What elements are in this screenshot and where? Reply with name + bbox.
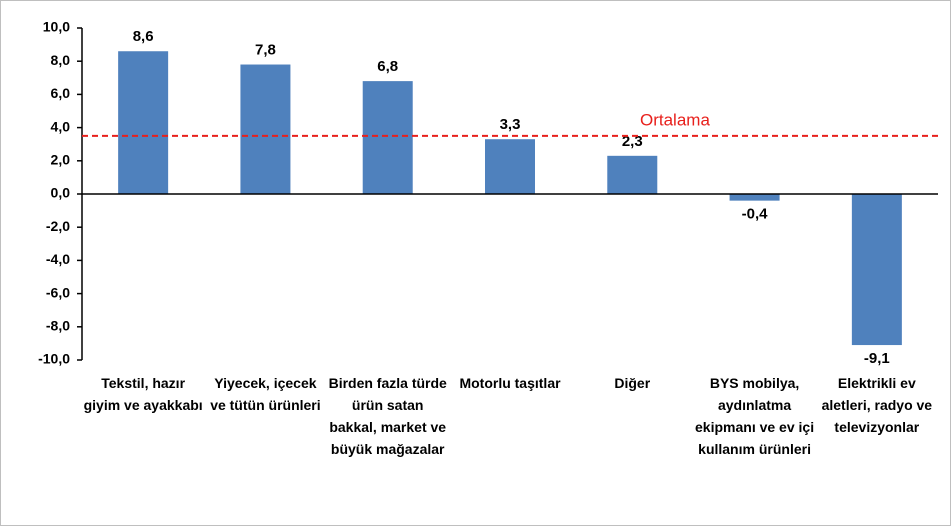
y-tick-label: 10,0 bbox=[43, 19, 70, 35]
y-tick-label: -2,0 bbox=[46, 218, 70, 234]
y-tick-label: 8,0 bbox=[51, 52, 71, 68]
x-tick-label: Elektrikli ev aletleri, radyo ve televiz… bbox=[821, 375, 933, 435]
y-tick-label: -8,0 bbox=[46, 318, 70, 334]
value-label: 3,3 bbox=[500, 116, 521, 133]
value-label: 8,6 bbox=[133, 28, 154, 45]
value-label: 7,8 bbox=[255, 41, 276, 58]
x-tick-label: Diğer bbox=[614, 375, 651, 391]
x-tick-label: Yiyecek, içecek ve tütün ürünleri bbox=[210, 375, 321, 413]
y-tick-label: -10,0 bbox=[38, 351, 70, 367]
y-tick-label: -6,0 bbox=[46, 284, 70, 300]
y-tick-label: 0,0 bbox=[51, 185, 71, 201]
y-tick-label: 4,0 bbox=[51, 118, 71, 134]
bar bbox=[607, 155, 658, 194]
x-tick-label: Tekstil, hazır giyim ve ayakkabı bbox=[83, 375, 203, 413]
x-tick-label: Birden fazla türde ürün satan bakkal, ma… bbox=[328, 375, 447, 457]
bar bbox=[118, 51, 169, 194]
x-tick-label: Motorlu taşıtlar bbox=[459, 375, 561, 391]
y-tick-label: -4,0 bbox=[46, 251, 70, 267]
y-tick-label: 2,0 bbox=[51, 152, 71, 168]
bar bbox=[485, 139, 535, 194]
value-label: -0,4 bbox=[742, 206, 769, 223]
value-label: -9,1 bbox=[864, 350, 890, 367]
bar bbox=[362, 81, 413, 194]
x-tick-label: BYS mobilya, aydınlatma ekipmanı ve ev i… bbox=[695, 375, 815, 457]
bar bbox=[729, 194, 780, 201]
value-label: 6,8 bbox=[377, 58, 398, 75]
bar bbox=[240, 64, 291, 195]
reference-label: Ortalama bbox=[640, 110, 710, 129]
y-tick-label: 6,0 bbox=[51, 85, 71, 101]
value-label: 2,3 bbox=[622, 133, 643, 150]
bar bbox=[851, 194, 902, 346]
